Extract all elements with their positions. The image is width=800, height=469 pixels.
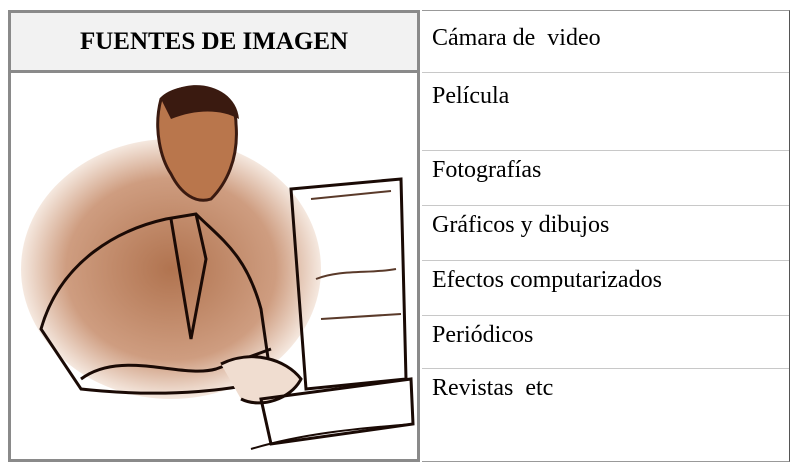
item: Gráficos y dibujos <box>422 206 789 261</box>
header-title: FUENTES DE IMAGEN <box>11 13 417 73</box>
left-column: FUENTES DE IMAGEN <box>8 10 420 462</box>
clip-art <box>21 85 415 450</box>
item: Revistas etc <box>432 375 554 401</box>
item: Fotografías <box>422 151 789 206</box>
item: Película <box>422 73 789 151</box>
item-list: Cámara de video Película Fotografías Grá… <box>422 10 790 462</box>
item: Efectos computarizados <box>422 261 789 316</box>
item: Cámara de video <box>422 11 789 73</box>
item: Periódicos <box>422 316 789 369</box>
